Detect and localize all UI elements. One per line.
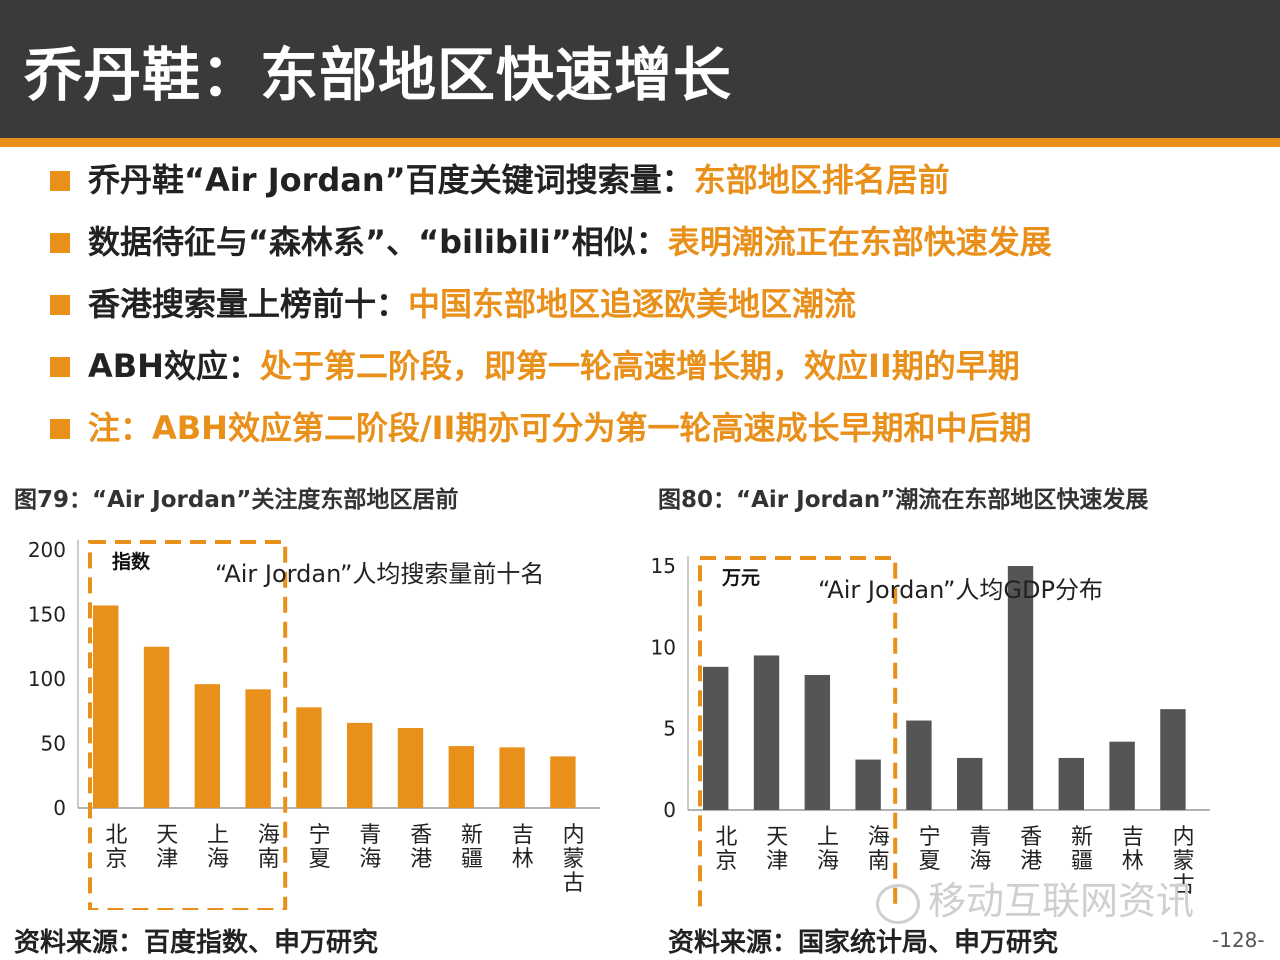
y-tick-label: 200 xyxy=(28,538,66,562)
bullet-square-icon xyxy=(50,295,70,315)
y-tick-label: 0 xyxy=(53,796,66,820)
bar xyxy=(245,689,271,808)
bar xyxy=(499,747,525,808)
bullet-highlight: 表明潮流正在东部快速发展 xyxy=(667,223,1052,261)
y-tick-label: 15 xyxy=(651,554,676,578)
bullet-item: 数据待征与“森林系”、“bilibili”相似：表明潮流正在东部快速发展 xyxy=(50,220,1270,282)
x-tick-label: 香港 xyxy=(1020,825,1042,874)
bullet-square-icon xyxy=(50,233,70,253)
x-tick-label: 北京 xyxy=(105,823,127,872)
bar xyxy=(804,674,831,810)
bullet-text: ABH效应： xyxy=(88,347,260,385)
x-tick-label: 宁夏 xyxy=(919,825,941,874)
x-tick-label: 吉林 xyxy=(512,823,534,872)
bar xyxy=(753,655,780,810)
bar xyxy=(550,756,576,808)
x-tick-label: 天津 xyxy=(766,825,788,874)
bullet-text: 乔丹鞋“Air Jordan”百度关键词搜索量： xyxy=(88,161,694,199)
bar xyxy=(448,746,475,808)
x-tick-label: 青海 xyxy=(969,825,991,874)
bullet-text: 香港搜索量上榜前十： xyxy=(88,285,409,323)
bullet-text: 数据待征与“森林系”、“bilibili”相似： xyxy=(88,223,668,261)
chart-title: “Air Jordan”人均搜索量前十名 xyxy=(215,560,544,588)
x-tick-label: 北京 xyxy=(715,825,737,874)
bar xyxy=(1007,566,1034,810)
page-number: -128- xyxy=(1212,928,1265,952)
x-tick-label: 香港 xyxy=(410,823,432,872)
bar xyxy=(296,707,322,808)
x-tick-label: 吉林 xyxy=(1122,825,1144,874)
bar xyxy=(93,605,119,808)
bullet-item: 乔丹鞋“Air Jordan”百度关键词搜索量：东部地区排名居前 xyxy=(50,158,1270,220)
y-tick-label: 100 xyxy=(28,667,66,691)
unit-label: 指数 xyxy=(112,550,151,573)
x-tick-label: 内蒙古 xyxy=(1173,825,1195,898)
bullet-list: 乔丹鞋“Air Jordan”百度关键词搜索量：东部地区排名居前 数据待征与“森… xyxy=(50,158,1270,468)
bar xyxy=(347,722,373,808)
y-tick-label: 50 xyxy=(41,732,66,756)
title-bar: 乔丹鞋：东部地区快速增长 xyxy=(0,0,1280,138)
chart-title: “Air Jordan”人均GDP分布 xyxy=(818,576,1103,604)
title-accent-rule xyxy=(0,138,1280,147)
bar xyxy=(194,684,221,808)
y-tick-label: 5 xyxy=(663,717,676,741)
chart-caption-left: 图79：“Air Jordan”关注度东部地区居前 xyxy=(14,487,459,513)
source-left: 资料来源：百度指数、申万研究 xyxy=(14,928,379,958)
page-title: 乔丹鞋：东部地区快速增长 xyxy=(24,41,733,109)
x-tick-label: 新疆 xyxy=(461,823,483,872)
bullet-square-icon xyxy=(50,171,70,191)
x-tick-label: 上海 xyxy=(817,825,839,874)
bar xyxy=(397,728,424,808)
wechat-icon xyxy=(876,883,920,924)
y-tick-label: 10 xyxy=(651,635,676,659)
bullet-highlight: 处于第二阶段，即第一轮高速增长期，效应II期的早期 xyxy=(259,347,1020,385)
bullet-item: 注：ABH效应第二阶段/II期亦可分为第一轮高速成长早期和中后期 xyxy=(50,406,1270,468)
bar xyxy=(855,759,881,810)
chart-caption-right: 图80：“Air Jordan”潮流在东部地区快速发展 xyxy=(658,487,1149,513)
x-tick-label: 内蒙古 xyxy=(563,823,585,896)
bar xyxy=(143,646,170,808)
x-tick-label: 新疆 xyxy=(1071,825,1093,874)
x-tick-label: 宁夏 xyxy=(309,823,331,872)
highlight-box xyxy=(88,540,288,910)
bar xyxy=(957,757,983,810)
x-tick-label: 天津 xyxy=(156,823,178,872)
watermark: 移动互联网资讯 xyxy=(876,870,1194,925)
x-tick-label: 青海 xyxy=(359,823,381,872)
x-tick-label: 海南 xyxy=(868,825,890,874)
bullet-square-icon xyxy=(50,357,70,377)
bullet-item: 香港搜索量上榜前十：中国东部地区追逐欧美地区潮流 xyxy=(50,282,1270,344)
watermark-text: 移动互联网资讯 xyxy=(928,879,1195,923)
bullet-square-icon xyxy=(50,419,70,439)
bar xyxy=(906,720,932,810)
bar xyxy=(1058,757,1085,810)
unit-label: 万元 xyxy=(721,567,760,589)
bullet-highlight: 中国东部地区追逐欧美地区潮流 xyxy=(408,285,857,323)
x-tick-label: 上海 xyxy=(207,823,229,872)
bullet-highlight: 注：ABH效应第二阶段/II期亦可分为第一轮高速成长早期和中后期 xyxy=(88,409,1032,447)
source-right: 资料来源：国家统计局、申万研究 xyxy=(668,928,1059,958)
x-tick-label: 海南 xyxy=(258,823,280,872)
bullet-item: ABH效应：处于第二阶段，即第一轮高速增长期，效应II期的早期 xyxy=(50,344,1270,406)
bar xyxy=(703,666,729,810)
y-tick-label: 150 xyxy=(28,603,66,627)
bar xyxy=(1160,709,1186,810)
bullet-highlight: 东部地区排名居前 xyxy=(693,161,950,199)
y-tick-label: 0 xyxy=(663,798,676,822)
bar xyxy=(1109,741,1135,810)
